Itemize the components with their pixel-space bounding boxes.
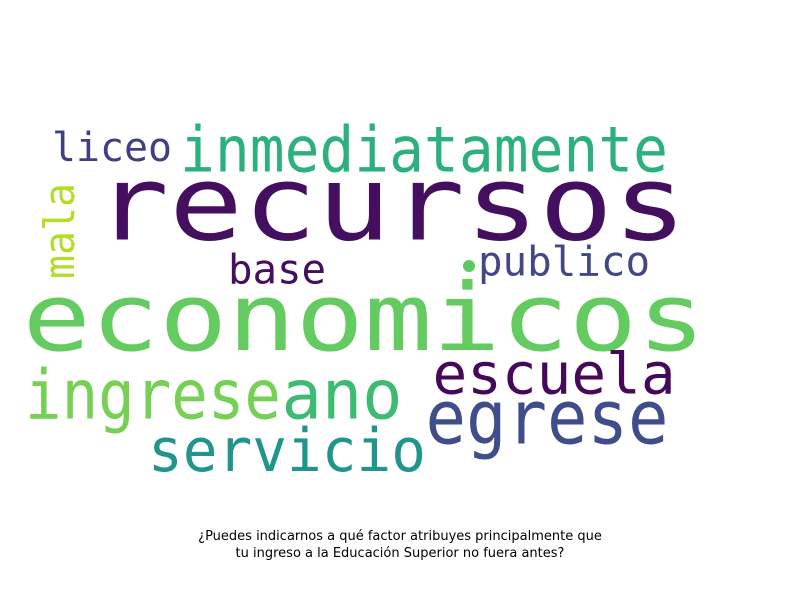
word-mala: mala [35, 183, 84, 279]
word-egrese: egrese [424, 373, 669, 461]
word-servicio: servicio [147, 416, 427, 486]
caption-line-2: tu ingreso a la Educación Superior no fu… [235, 546, 565, 561]
caption-line-1: ¿Puedes indicarnos a qué factor atribuye… [198, 529, 602, 544]
dot-mark [463, 260, 475, 272]
word-publico: publico [477, 237, 651, 286]
word-economicos: economicos [21, 264, 706, 373]
word-escuela: escuela [431, 341, 676, 408]
figure-caption: ¿Puedes indicarnos a qué factor atribuye… [0, 528, 800, 562]
word-ano: ano [280, 355, 403, 436]
word-ingrese: ingrese [25, 355, 281, 436]
word-recursos: recursos [95, 144, 687, 265]
word-base: base [227, 245, 327, 294]
word-liceo: liceo [51, 124, 173, 171]
word-inmediatamente: inmediatamente [179, 113, 669, 186]
